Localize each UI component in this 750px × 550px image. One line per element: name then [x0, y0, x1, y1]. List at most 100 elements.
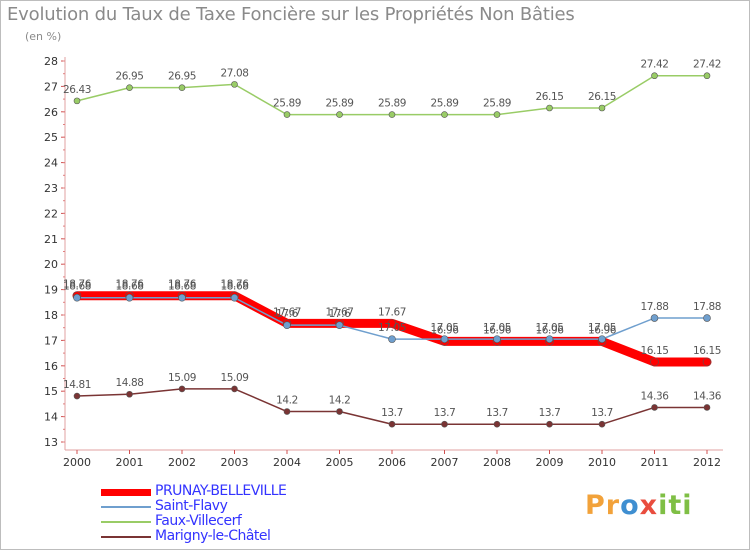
data-label-marigny-le-ch-tel: 14.2: [329, 395, 351, 407]
data-point-faux-villecerf: [336, 111, 343, 118]
legend-swatch-prunay: [101, 489, 151, 496]
chart-legend: PRUNAY-BELLEVILLE Saint-Flavy Faux-Ville…: [101, 483, 331, 545]
data-point-marigny-le-ch-tel: [126, 390, 133, 398]
data-label-marigny-le-ch-tel: 15.09: [168, 372, 196, 384]
y-tick-label: 27: [44, 80, 58, 93]
y-tick-label: 18: [44, 309, 58, 322]
data-label-faux-villecerf: 25.89: [430, 98, 458, 110]
data-point-marigny-le-ch-tel: [73, 392, 81, 400]
data-point-faux-villecerf: [126, 84, 133, 91]
data-label-marigny-le-ch-tel: 14.88: [115, 377, 143, 389]
data-point-saint-flavy: [178, 293, 186, 302]
data-label-marigny-le-ch-tel: 13.7: [486, 407, 508, 419]
data-label-faux-villecerf: 26.15: [535, 91, 563, 103]
data-point-faux-villecerf: [178, 84, 186, 91]
data-label-marigny-le-ch-tel: 15.09: [220, 372, 248, 384]
y-tick-label: 19: [44, 284, 58, 297]
data-point-faux-villecerf: [441, 111, 448, 118]
data-label-saint-flavy: 18.68: [220, 281, 248, 293]
x-tick-label: 2001: [116, 456, 144, 469]
y-tick-label: 14: [44, 411, 58, 424]
data-label-saint-flavy: 18.68: [63, 281, 91, 293]
x-tick-label: 2003: [221, 456, 249, 469]
data-label-saint-flavy: 17.05: [483, 322, 511, 334]
data-point-saint-flavy: [493, 335, 501, 343]
x-tick-label: 2002: [168, 456, 196, 469]
x-tick-label: 2009: [536, 456, 564, 469]
y-tick-label: 26: [44, 106, 58, 119]
y-tick-label: 22: [44, 207, 58, 220]
data-point-saint-flavy: [703, 314, 711, 322]
data-label-prunay-belleville: 16.96: [535, 324, 564, 336]
data-label-marigny-le-ch-tel: 14.2: [276, 395, 298, 407]
chart-title: Evolution du Taux de Taxe Foncière sur l…: [7, 4, 575, 25]
data-point-saint-flavy: [388, 335, 396, 343]
data-point-faux-villecerf: [231, 81, 238, 88]
legend-label-saint-flavy: Saint-Flavy: [155, 498, 228, 514]
x-tick-label: 2006: [378, 456, 406, 469]
data-label-faux-villecerf: 26.95: [168, 71, 196, 83]
data-point-saint-flavy: [283, 321, 291, 329]
data-label-marigny-le-ch-tel: 13.7: [381, 407, 403, 419]
y-tick-label: 16: [44, 360, 58, 373]
data-point-marigny-le-ch-tel: [493, 420, 501, 428]
logo-part: o: [620, 490, 640, 521]
data-label-faux-villecerf: 25.89: [378, 98, 406, 110]
data-label-saint-flavy: 17.88: [693, 301, 721, 313]
x-tick-label: 2007: [431, 456, 459, 469]
y-tick-label: 28: [44, 55, 58, 68]
logo-part: iti: [658, 490, 693, 521]
data-point-saint-flavy: [598, 335, 606, 343]
data-label-prunay-belleville: 18.76: [220, 279, 249, 291]
data-label-faux-villecerf: 27.42: [640, 59, 668, 71]
data-point-saint-flavy: [335, 321, 344, 329]
proxiti-logo: Proxiti: [585, 490, 693, 521]
data-label-marigny-le-ch-tel: 13.7: [434, 407, 456, 419]
data-point-saint-flavy: [545, 335, 554, 343]
legend-swatch-faux-villecerf: [101, 521, 151, 523]
y-tick-label: 21: [44, 233, 58, 246]
legend-swatch-marigny: [101, 536, 151, 538]
data-label-prunay-belleville: 18.76: [63, 279, 92, 291]
x-tick-label: 2010: [588, 456, 616, 469]
x-tick-label: 2011: [641, 456, 669, 469]
data-label-prunay-belleville: 16.96: [430, 324, 459, 336]
data-label-saint-flavy: 17.88: [640, 301, 668, 313]
y-tick-label: 15: [44, 385, 58, 398]
data-point-marigny-le-ch-tel: [703, 404, 711, 411]
data-label-prunay-belleville: 17.67: [378, 306, 406, 318]
data-label-saint-flavy: 17.05: [535, 322, 563, 334]
data-point-prunay-belleville: [387, 319, 397, 328]
data-label-marigny-le-ch-tel: 13.7: [591, 407, 613, 419]
data-point-saint-flavy: [125, 293, 134, 302]
data-label-faux-villecerf: 25.89: [483, 98, 511, 110]
y-tick-label: 13: [44, 436, 58, 449]
data-point-faux-villecerf: [546, 104, 553, 112]
data-point-marigny-le-ch-tel: [283, 408, 291, 415]
data-point-faux-villecerf: [388, 111, 396, 118]
data-point-marigny-le-ch-tel: [546, 420, 553, 428]
data-label-faux-villecerf: 25.89: [273, 98, 301, 110]
data-point-marigny-le-ch-tel: [598, 420, 606, 428]
data-point-marigny-le-ch-tel: [441, 420, 448, 428]
data-point-prunay-belleville: [702, 357, 712, 367]
logo-part: Pr: [585, 490, 621, 521]
data-label-saint-flavy: 17.05: [378, 322, 406, 334]
data-label-prunay-belleville: 16.96: [588, 324, 617, 336]
data-label-faux-villecerf: 26.43: [63, 84, 91, 96]
legend-label-prunay: PRUNAY-BELLEVILLE: [155, 483, 287, 499]
data-point-faux-villecerf: [703, 72, 711, 80]
x-tick-label: 2005: [326, 456, 354, 469]
data-point-saint-flavy: [230, 293, 239, 302]
data-label-saint-flavy: 18.68: [115, 281, 143, 293]
data-point-prunay-belleville: [650, 357, 659, 367]
line-chart: 13 14 15 16 17 18 19 20 21 22 23 24 25 26 27 28 2000 2001…: [44, 55, 723, 469]
legend-swatch-saint-flavy: [101, 506, 151, 508]
data-label-prunay-belleville: 16.96: [483, 324, 512, 336]
x-tick-label: 2004: [273, 456, 301, 469]
data-point-faux-villecerf: [283, 111, 291, 118]
data-label-marigny-le-ch-tel: 14.36: [693, 390, 722, 402]
data-point-faux-villecerf: [493, 111, 501, 118]
data-point-faux-villecerf: [73, 97, 81, 105]
